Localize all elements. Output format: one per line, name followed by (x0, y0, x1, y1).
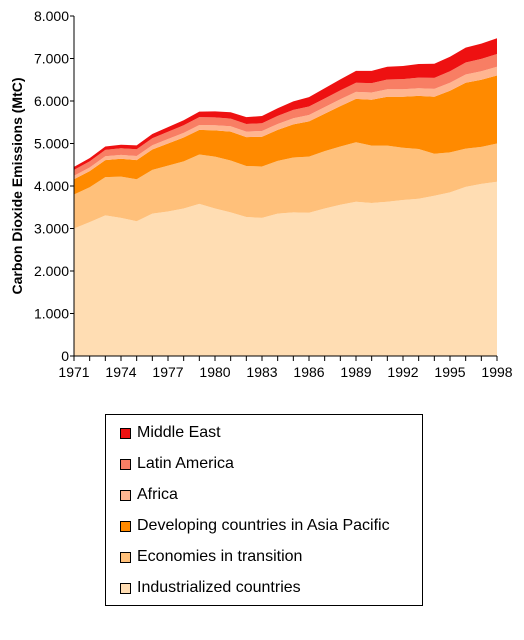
y-tick-label: 7.000 (34, 51, 69, 67)
legend: Middle East Latin America Africa Develop… (105, 414, 423, 606)
x-tick-label: 1992 (387, 364, 418, 380)
x-tick-label: 1974 (105, 364, 136, 380)
legend-item-economies-in-transition: Economies in transition (120, 546, 302, 568)
legend-label: Latin America (137, 455, 234, 472)
x-tick-label: 1971 (58, 364, 89, 380)
x-tick-labels: 1971 1974 1977 1980 1983 1986 1989 1992 1995 1998 (58, 364, 512, 380)
legend-label: Economies in transition (137, 548, 303, 565)
x-tick-label: 1989 (340, 364, 371, 380)
legend-label: Middle East (137, 424, 221, 441)
legend-swatch (120, 551, 131, 563)
y-tick-label: 8.000 (34, 8, 69, 24)
y-tick-label: 1.000 (34, 306, 69, 322)
legend-item-latin-america: Latin America (120, 453, 234, 475)
legend-label: Industrialized countries (137, 579, 301, 596)
x-tick-label: 1983 (246, 364, 277, 380)
legend-swatch (120, 458, 131, 470)
legend-label: Developing countries in Asia Pacific (137, 517, 390, 534)
legend-item-developing-asia-pacific: Developing countries in Asia Pacific (120, 515, 390, 537)
legend-label: Africa (137, 486, 178, 503)
x-tick-label: 1998 (481, 364, 512, 380)
legend-swatch (120, 489, 131, 501)
y-tick-label: 4.000 (34, 178, 69, 194)
legend-swatch (120, 427, 131, 439)
series-areas (74, 38, 497, 356)
x-tick-label: 1980 (199, 364, 230, 380)
axes (70, 15, 498, 361)
area-middle-east (74, 38, 497, 170)
area-developing-countries-in-asia-pacific (74, 75, 497, 195)
y-tick-label: 5.000 (34, 136, 69, 152)
y-tick-label: 6.000 (34, 93, 69, 109)
x-tick-label: 1995 (434, 364, 465, 380)
legend-swatch (120, 582, 131, 594)
legend-item-africa: Africa (120, 484, 178, 506)
legend-swatch (120, 520, 131, 532)
x-tick-label: 1977 (152, 364, 183, 380)
y-tick-label: 3.000 (34, 221, 69, 237)
legend-item-middle-east: Middle East (120, 422, 221, 444)
area-africa (74, 66, 497, 180)
y-axis-title: Carbon Dioxide Emissions (MtC) (9, 77, 25, 294)
x-tick-label: 1986 (293, 364, 324, 380)
y-tick-label: 0 (61, 348, 69, 364)
y-tick-label: 2.000 (34, 263, 69, 279)
area-latin-america (74, 54, 497, 176)
area-economies-in-transition (74, 142, 497, 229)
legend-item-industrialized-countries: Industrialized countries (120, 577, 301, 599)
area-industrialized-countries (74, 181, 497, 356)
y-tick-labels: 0 1.000 2.000 3.000 4.000 5.000 6.000 7.000 8.00… (34, 8, 69, 364)
emissions-area-chart: 0 1.000 2.000 3.000 4.000 5.000 6.000 7.000 8.00… (9, 8, 513, 380)
